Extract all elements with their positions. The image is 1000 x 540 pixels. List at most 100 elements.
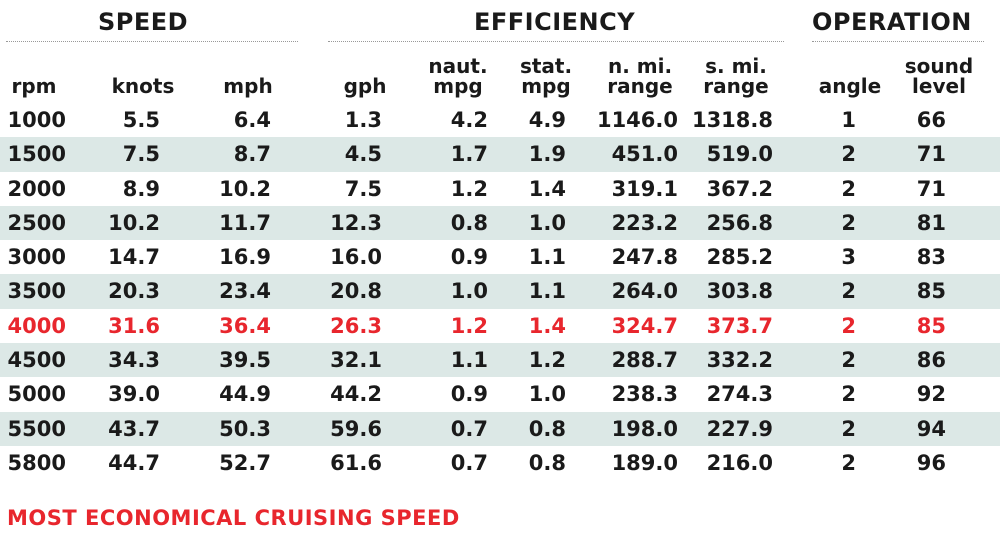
cell-naut-mpg: 0.9 bbox=[450, 382, 488, 407]
cell-mph: 36.4 bbox=[219, 313, 271, 338]
cell-angle: 2 bbox=[841, 142, 856, 167]
cell-knots: 34.3 bbox=[108, 348, 160, 373]
cell-rpm: 1000 bbox=[7, 108, 66, 132]
table-row: 2500 10.2 11.7 12.3 0.8 1.0 223.2 256.8 2 81 bbox=[0, 205, 1000, 241]
cell-s-mi-range: 256.8 bbox=[706, 210, 773, 235]
cell-naut-mpg: 1.0 bbox=[450, 279, 488, 304]
cell-gph: 20.8 bbox=[330, 279, 382, 304]
footnote-most-economical: MOST ECONOMICAL CRUISING SPEED bbox=[7, 506, 460, 530]
cell-gph: 26.3 bbox=[330, 313, 382, 338]
cell-sound-level: 86 bbox=[916, 348, 946, 373]
cell-mph: 52.7 bbox=[219, 450, 271, 475]
cell-n-mi-range: 223.2 bbox=[611, 210, 678, 235]
column-header-mph: mph bbox=[223, 74, 273, 98]
cell-stat-mpg: 1.9 bbox=[528, 142, 566, 167]
cell-gph: 44.2 bbox=[330, 382, 382, 407]
cell-s-mi-range: 227.9 bbox=[706, 416, 773, 441]
cell-s-mi-range: 285.2 bbox=[706, 245, 773, 270]
cell-sound-level: 66 bbox=[916, 108, 946, 132]
cell-mph: 10.2 bbox=[219, 176, 271, 201]
cell-mph: 44.9 bbox=[219, 382, 271, 407]
cell-stat-mpg: 1.0 bbox=[528, 382, 566, 407]
cell-sound-level: 94 bbox=[916, 416, 946, 441]
cell-knots: 20.3 bbox=[108, 279, 160, 304]
cell-gph: 7.5 bbox=[344, 176, 382, 201]
cell-gph: 4.5 bbox=[344, 142, 382, 167]
cell-n-mi-range: 189.0 bbox=[611, 450, 678, 475]
cell-s-mi-range: 367.2 bbox=[706, 176, 773, 201]
column-header-sound-level: sound level bbox=[904, 54, 974, 98]
cell-n-mi-range: 319.1 bbox=[611, 176, 678, 201]
cell-gph: 32.1 bbox=[330, 348, 382, 373]
group-title-efficiency: EFFICIENCY bbox=[474, 8, 636, 36]
cell-stat-mpg: 1.4 bbox=[528, 176, 566, 201]
column-header-angle: angle bbox=[818, 74, 882, 98]
group-rule-efficiency bbox=[328, 41, 784, 42]
cell-s-mi-range: 519.0 bbox=[706, 142, 773, 167]
cell-sound-level: 96 bbox=[916, 450, 946, 475]
cell-n-mi-range: 1146.0 bbox=[596, 108, 678, 132]
cell-knots: 44.7 bbox=[108, 450, 160, 475]
cell-sound-level: 85 bbox=[916, 279, 946, 304]
cell-rpm: 5800 bbox=[7, 450, 66, 475]
column-header-n-mi-range: n. mi. range bbox=[607, 54, 673, 98]
column-header-gph: gph bbox=[343, 74, 387, 98]
cell-naut-mpg: 1.1 bbox=[450, 348, 488, 373]
cell-stat-mpg: 4.9 bbox=[528, 108, 566, 132]
cell-sound-level: 81 bbox=[916, 210, 946, 235]
column-header-naut-mpg: naut. mpg bbox=[428, 54, 488, 98]
column-header-s-mi-range: s. mi. range bbox=[703, 54, 769, 98]
cell-s-mi-range: 303.8 bbox=[706, 279, 773, 304]
cell-rpm: 1500 bbox=[7, 142, 66, 167]
cell-knots: 14.7 bbox=[108, 245, 160, 270]
cell-sound-level: 71 bbox=[916, 176, 946, 201]
group-rule-speed bbox=[6, 41, 298, 42]
cell-s-mi-range: 1318.8 bbox=[691, 108, 773, 132]
cell-gph: 59.6 bbox=[330, 416, 382, 441]
cell-gph: 61.6 bbox=[330, 450, 382, 475]
cell-stat-mpg: 1.0 bbox=[528, 210, 566, 235]
cell-sound-level: 71 bbox=[916, 142, 946, 167]
cell-rpm: 3500 bbox=[7, 279, 66, 304]
cell-rpm: 2500 bbox=[7, 210, 66, 235]
cell-s-mi-range: 373.7 bbox=[706, 313, 773, 338]
cell-stat-mpg: 1.4 bbox=[528, 313, 566, 338]
cell-naut-mpg: 1.2 bbox=[450, 313, 488, 338]
cell-naut-mpg: 0.8 bbox=[450, 210, 488, 235]
cell-knots: 39.0 bbox=[108, 382, 160, 407]
table-row-highlighted: 4000 31.6 36.4 26.3 1.2 1.4 324.7 373.7 2 85 bbox=[0, 309, 1000, 343]
cell-sound-level: 92 bbox=[916, 382, 946, 407]
cell-angle: 3 bbox=[841, 245, 856, 270]
cell-gph: 12.3 bbox=[330, 210, 382, 235]
cell-n-mi-range: 324.7 bbox=[611, 313, 678, 338]
cell-sound-level: 83 bbox=[916, 245, 946, 270]
group-title-operation: OPERATION bbox=[812, 8, 972, 36]
cell-knots: 8.9 bbox=[122, 176, 160, 201]
table-row: 4500 34.3 39.5 32.1 1.1 1.2 288.7 332.2 2 86 bbox=[0, 343, 1000, 378]
cell-n-mi-range: 451.0 bbox=[611, 142, 678, 167]
cell-gph: 1.3 bbox=[344, 108, 382, 132]
cell-stat-mpg: 1.1 bbox=[528, 279, 566, 304]
cell-s-mi-range: 216.0 bbox=[706, 450, 773, 475]
cell-angle: 2 bbox=[841, 450, 856, 475]
table-row: 5000 39.0 44.9 44.2 0.9 1.0 238.3 274.3 2 92 bbox=[0, 377, 1000, 411]
table-row: 2000 8.9 10.2 7.5 1.2 1.4 319.1 367.2 2 71 bbox=[0, 172, 1000, 206]
cell-rpm: 4500 bbox=[7, 348, 66, 373]
cell-angle: 2 bbox=[841, 279, 856, 304]
cell-angle: 2 bbox=[841, 176, 856, 201]
cell-knots: 43.7 bbox=[108, 416, 160, 441]
cell-rpm: 5500 bbox=[7, 416, 66, 441]
group-title-speed: SPEED bbox=[98, 8, 189, 36]
cell-knots: 5.5 bbox=[122, 108, 160, 132]
table-row: 1000 5.5 6.4 1.3 4.2 4.9 1146.0 1318.8 1 66 bbox=[0, 103, 1000, 137]
column-header-knots: knots bbox=[111, 74, 175, 98]
cell-n-mi-range: 288.7 bbox=[611, 348, 678, 373]
cell-angle: 2 bbox=[841, 210, 856, 235]
cell-naut-mpg: 0.7 bbox=[450, 416, 488, 441]
performance-table-body: 1000 5.5 6.4 1.3 4.2 4.9 1146.0 1318.8 1 66 1500 7.… bbox=[0, 103, 1000, 480]
cell-naut-mpg: 1.2 bbox=[450, 176, 488, 201]
cell-mph: 8.7 bbox=[233, 142, 271, 167]
cell-naut-mpg: 4.2 bbox=[450, 108, 488, 132]
cell-angle: 2 bbox=[841, 382, 856, 407]
cell-mph: 23.4 bbox=[219, 279, 271, 304]
